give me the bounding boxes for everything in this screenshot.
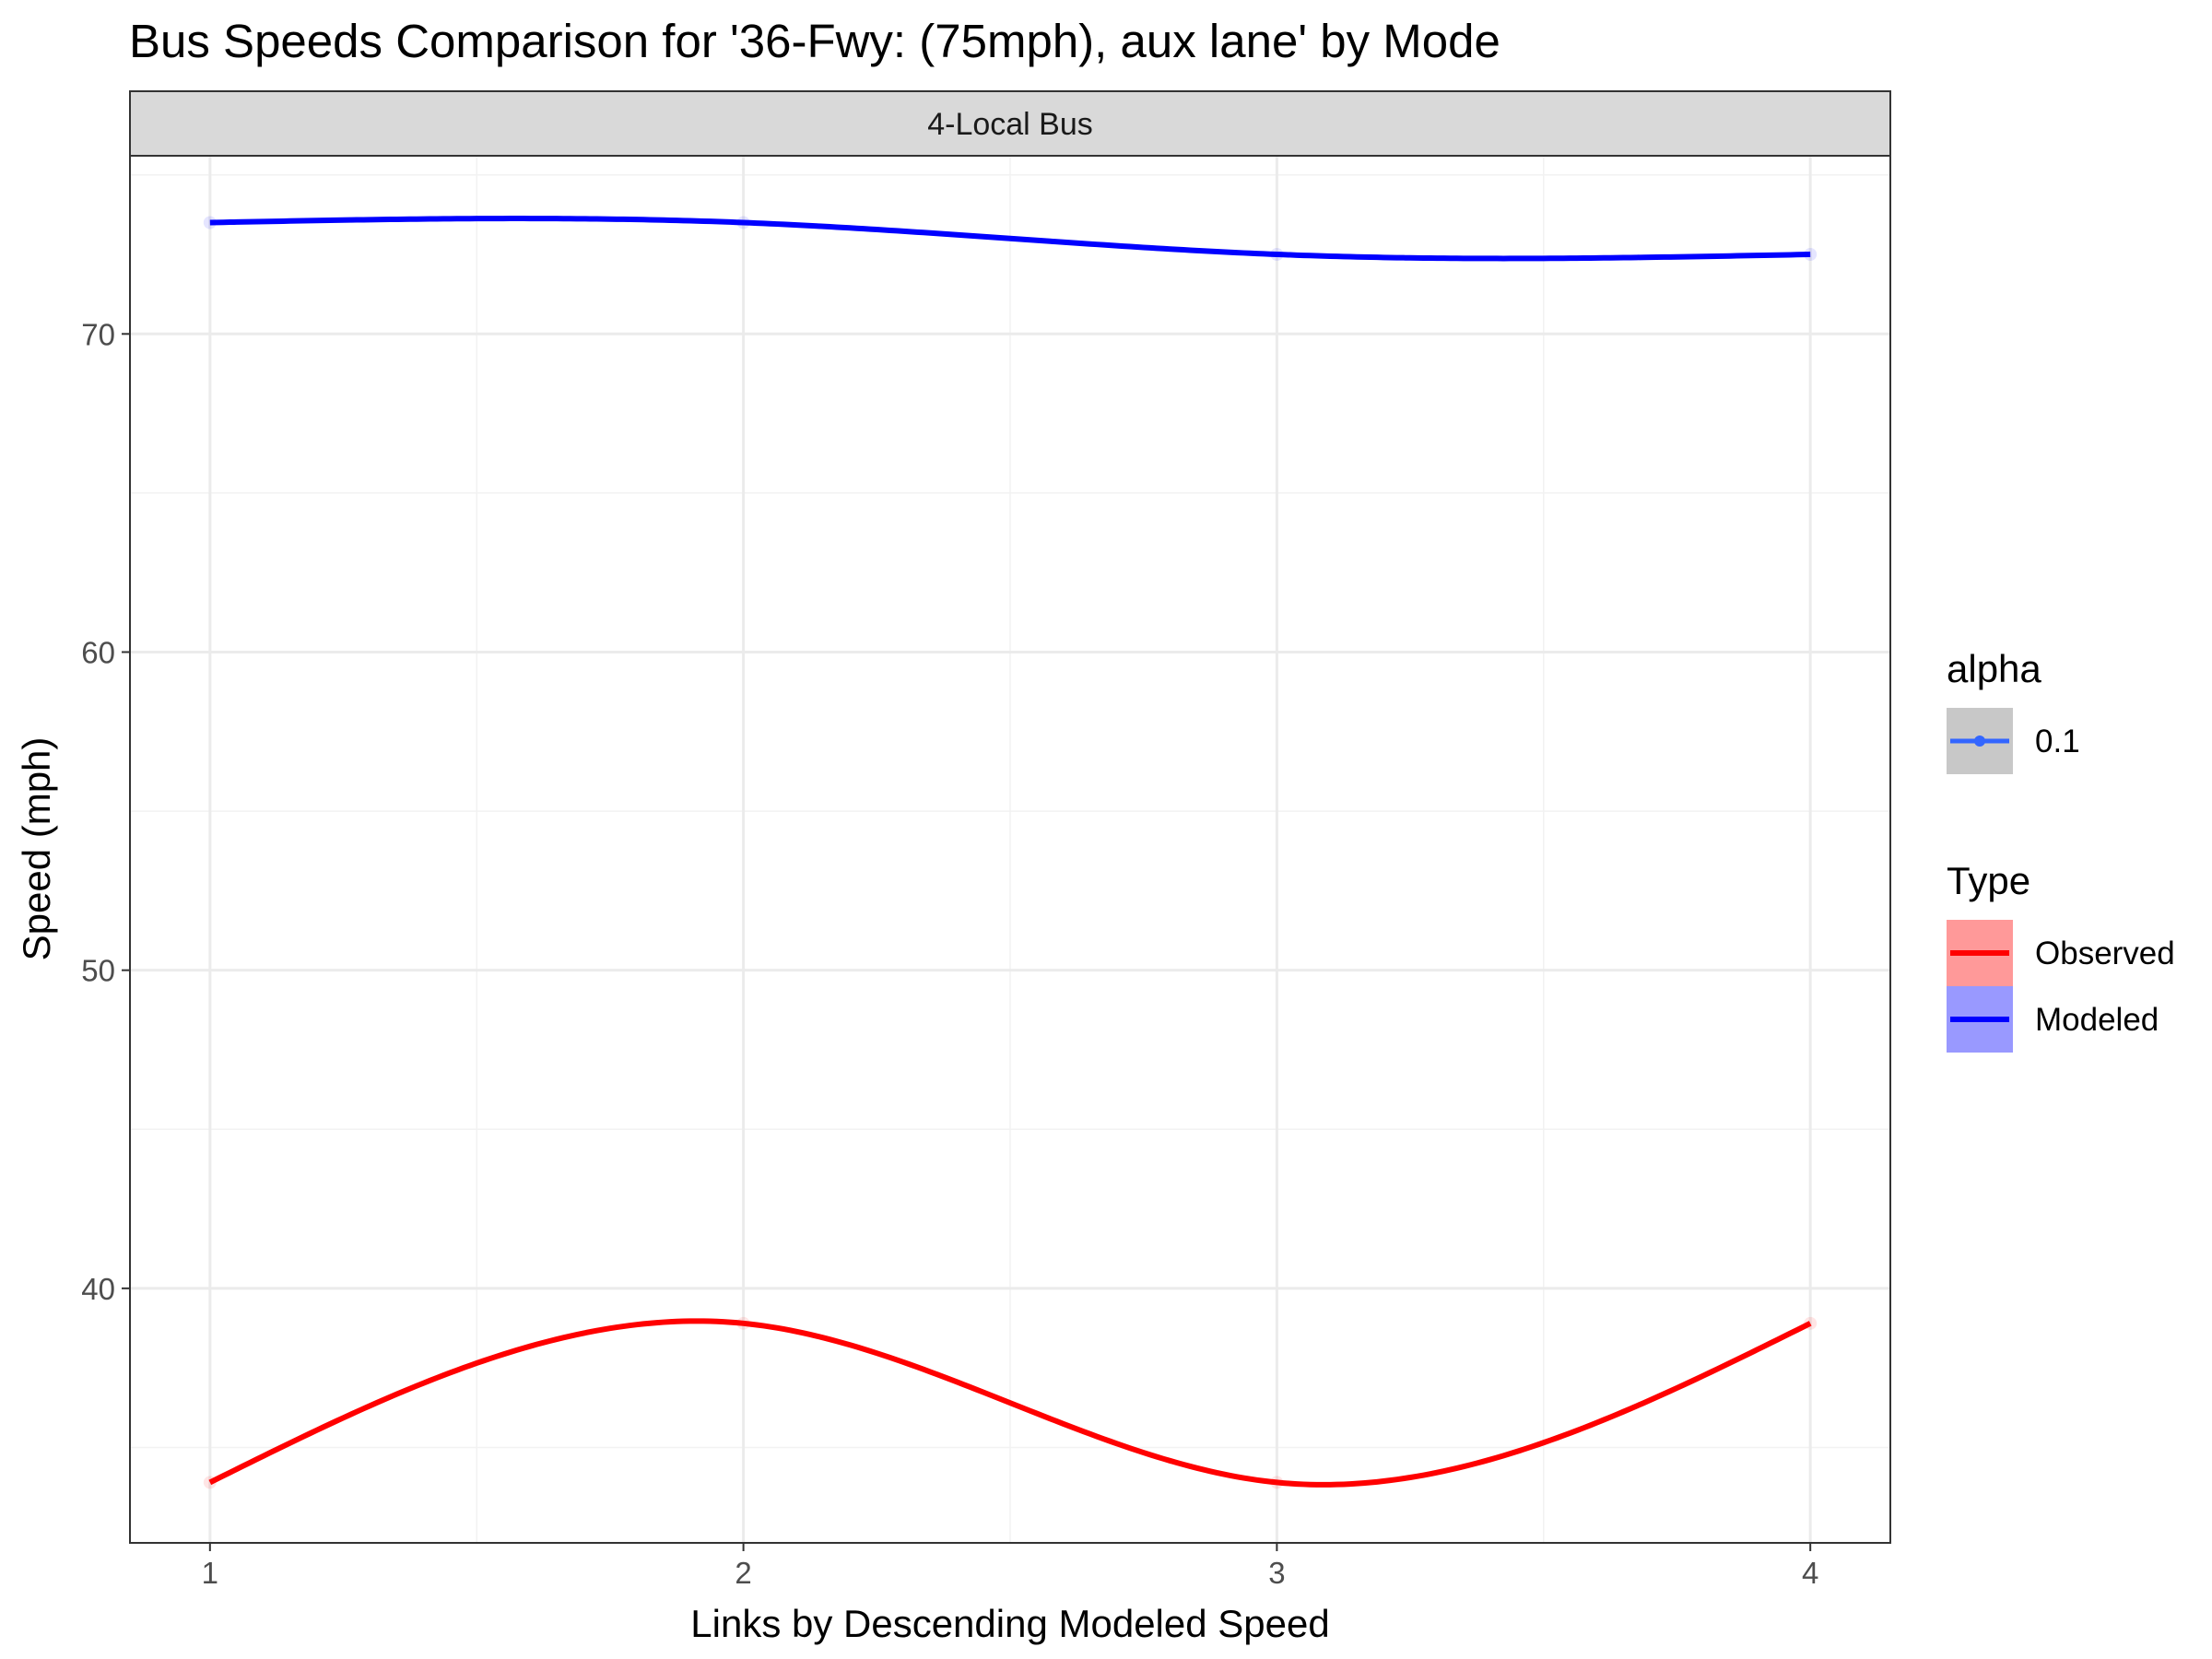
chart-title: Bus Speeds Comparison for '36-Fwy: (75mp… bbox=[129, 15, 1500, 67]
observed-line bbox=[208, 1318, 1812, 1488]
x-tick-label: 1 bbox=[202, 1556, 218, 1590]
legend: alpha 0.1 Type Observed Modeled bbox=[1947, 647, 2175, 1053]
modeled-point bbox=[1804, 248, 1818, 262]
grid-major bbox=[130, 156, 1890, 1543]
legend-alpha-label: 0.1 bbox=[2035, 724, 2080, 759]
grid-minor bbox=[130, 156, 1890, 1543]
facet-label: 4-Local Bus bbox=[927, 107, 1093, 142]
modeled-point bbox=[203, 216, 217, 229]
x-tick-label: 3 bbox=[1268, 1556, 1285, 1590]
y-tick-label: 60 bbox=[81, 635, 115, 669]
y-tick-label: 40 bbox=[81, 1272, 115, 1306]
series-layer bbox=[203, 216, 1818, 1489]
y-tick-label: 50 bbox=[81, 954, 115, 988]
x-tick-label: 2 bbox=[735, 1556, 751, 1590]
legend-observed-label: Observed bbox=[2035, 935, 2175, 971]
y-axis-title: Speed (mph) bbox=[15, 737, 58, 961]
legend-alpha-title: alpha bbox=[1947, 647, 2041, 690]
legend-modeled-label: Modeled bbox=[2035, 1002, 2159, 1038]
legend-alpha-key-dot bbox=[1974, 735, 1985, 747]
y-axis: 40 50 60 70 bbox=[81, 317, 130, 1306]
y-tick-label: 70 bbox=[81, 317, 115, 351]
x-axis: 1 2 3 4 bbox=[202, 1543, 1818, 1590]
facet-strip bbox=[129, 90, 1891, 157]
plot-panel-border bbox=[129, 155, 1891, 1544]
x-tick-label: 4 bbox=[1802, 1556, 1818, 1590]
legend-type-title: Type bbox=[1947, 859, 2030, 902]
modeled-line bbox=[209, 216, 1811, 262]
x-axis-title: Links by Descending Modeled Speed bbox=[690, 1602, 1329, 1645]
